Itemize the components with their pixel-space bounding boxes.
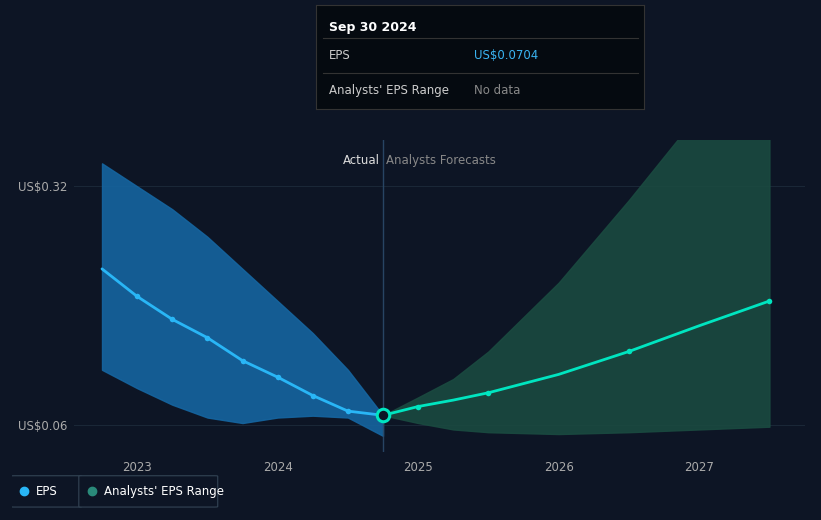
- Text: Analysts Forecasts: Analysts Forecasts: [386, 154, 496, 167]
- FancyBboxPatch shape: [11, 476, 82, 507]
- Text: Sep 30 2024: Sep 30 2024: [329, 21, 417, 34]
- Text: No data: No data: [474, 84, 520, 97]
- Text: EPS: EPS: [36, 485, 57, 498]
- Text: Analysts' EPS Range: Analysts' EPS Range: [329, 84, 449, 97]
- Text: Actual: Actual: [343, 154, 380, 167]
- Text: EPS: EPS: [329, 48, 351, 61]
- Text: Analysts' EPS Range: Analysts' EPS Range: [104, 485, 224, 498]
- Text: US$0.0704: US$0.0704: [474, 48, 538, 61]
- FancyBboxPatch shape: [79, 476, 218, 507]
